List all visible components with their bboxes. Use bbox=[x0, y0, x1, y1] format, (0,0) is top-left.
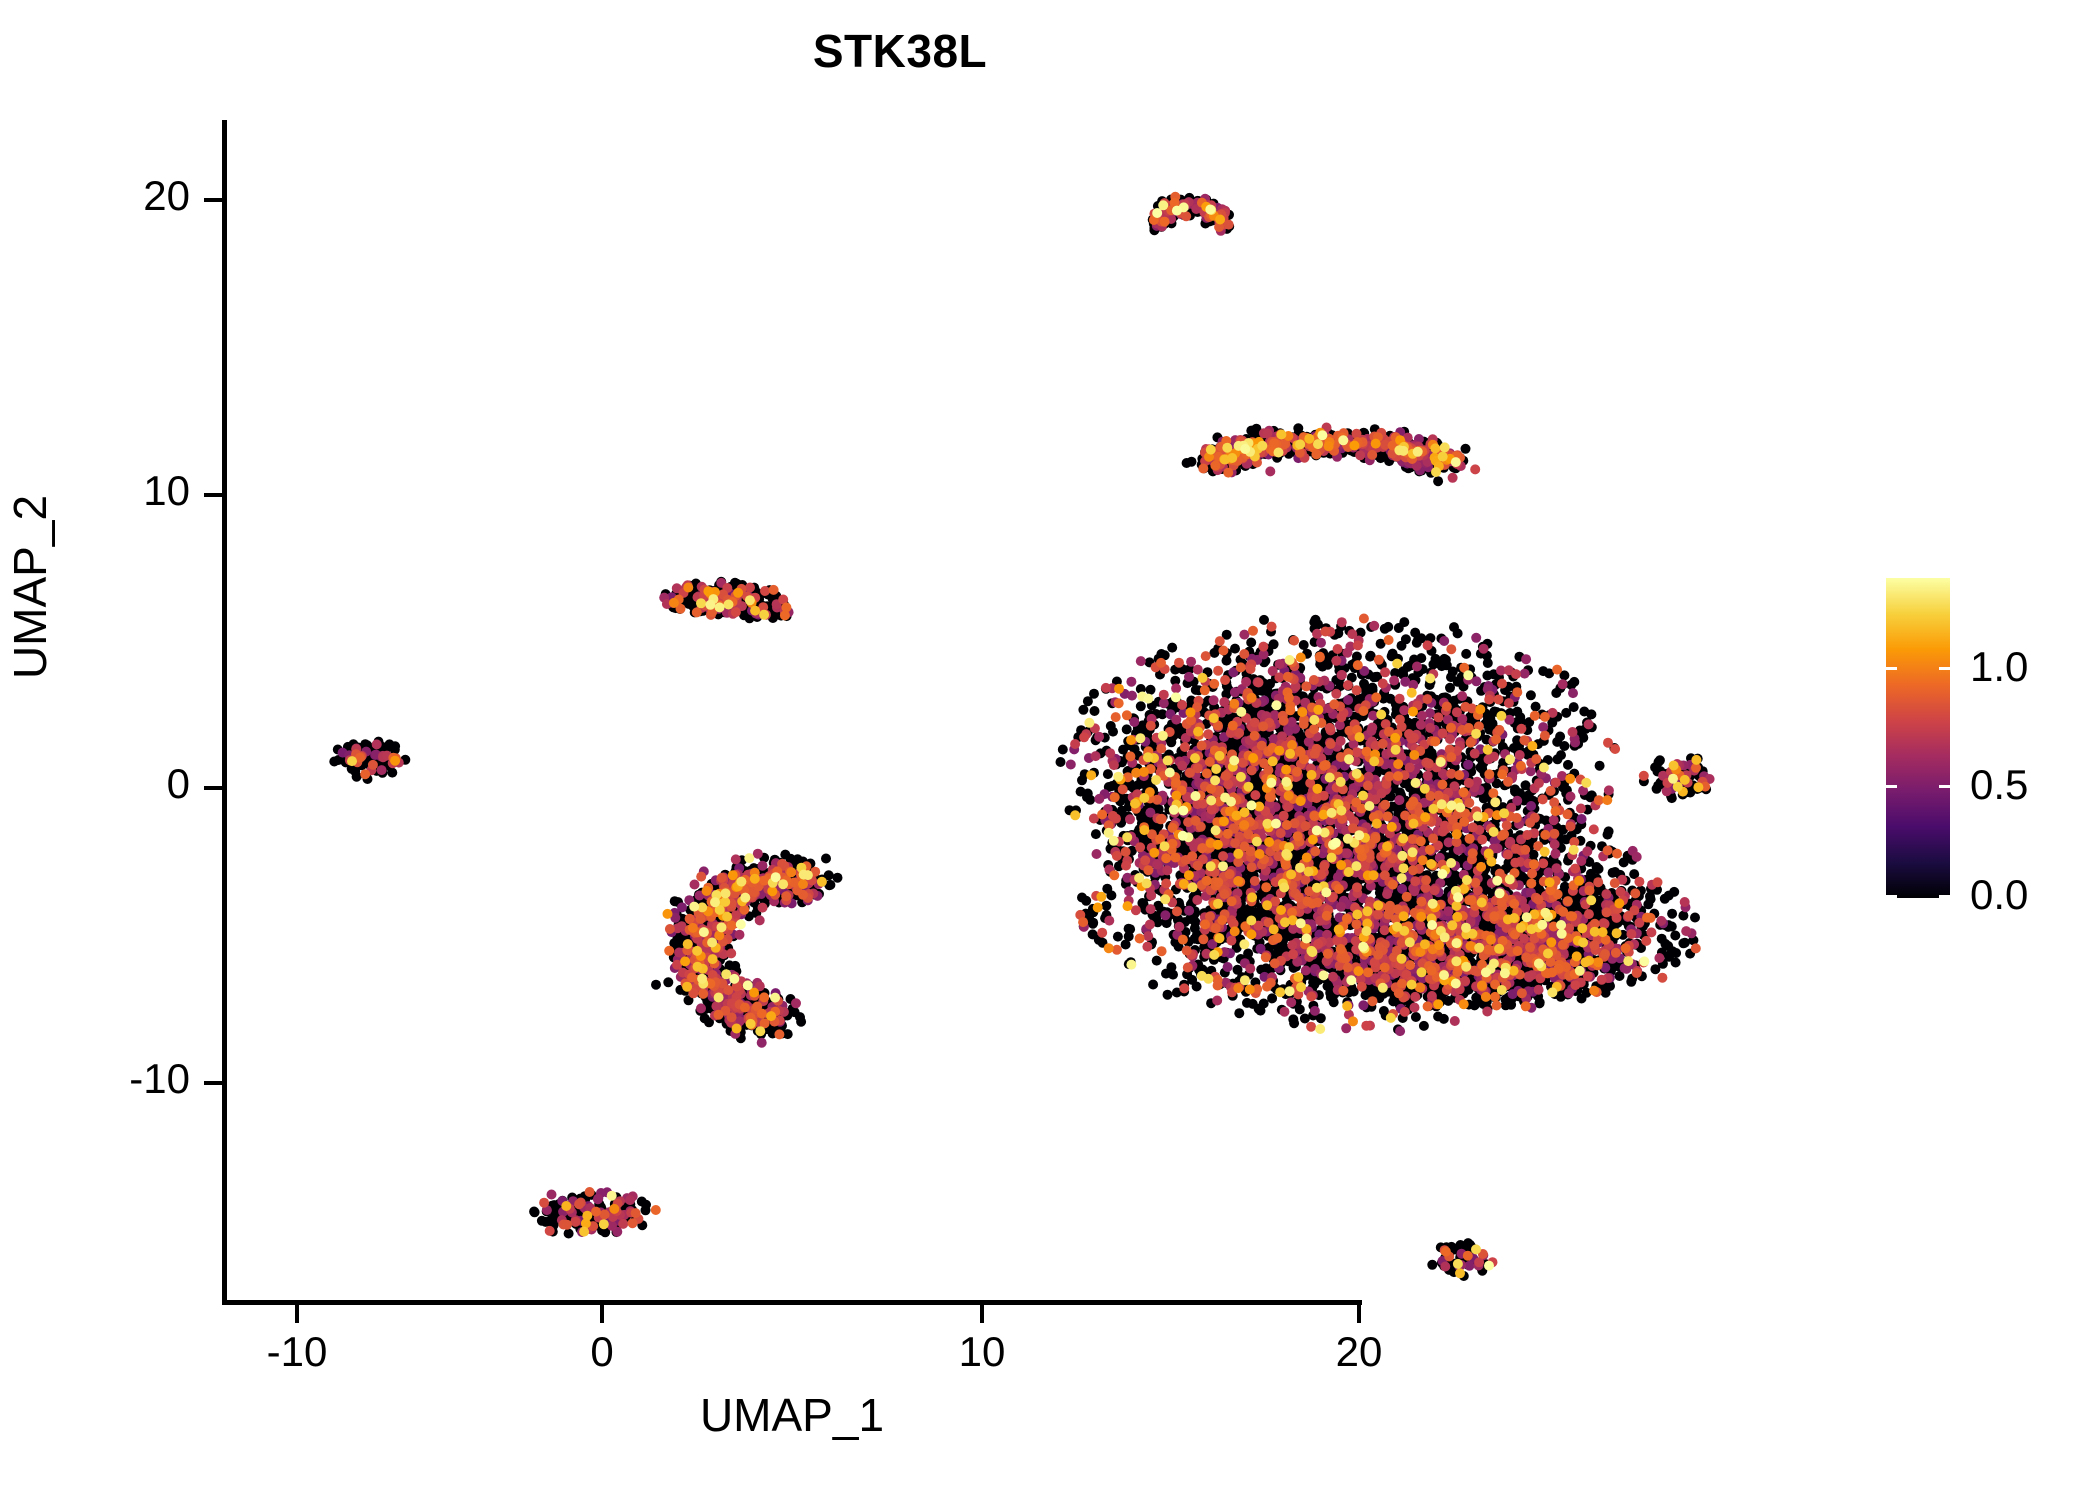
x-tick-label-0: -10 bbox=[266, 1328, 328, 1375]
colorbar-tick-right-0.5 bbox=[1939, 785, 1950, 788]
colorbar-gradient bbox=[1886, 578, 1950, 898]
y-tick-label-0: 20 bbox=[143, 172, 190, 219]
x-tick-label-3: 20 bbox=[1335, 1328, 1383, 1375]
x-tick-mark-1 bbox=[600, 1305, 604, 1323]
colorbar-tick-right-1.0 bbox=[1939, 667, 1950, 670]
colorbar-label-0.0: 0.0 bbox=[1970, 871, 2029, 918]
x-tick-label-2: 10 bbox=[958, 1328, 1006, 1375]
y-tick-label-3: -10 bbox=[129, 1055, 190, 1102]
y-axis-line bbox=[222, 120, 227, 1305]
colorbar-tick-left-0.5 bbox=[1886, 785, 1897, 788]
colorbar-label-0.5: 0.5 bbox=[1970, 761, 2029, 808]
colorbar-tick-right-0.0 bbox=[1939, 895, 1950, 898]
y-tick-mark-0 bbox=[204, 198, 222, 202]
x-tick-mark-3 bbox=[1357, 1305, 1361, 1323]
x-tick-mark-0 bbox=[295, 1305, 299, 1323]
colorbar-label-1.0: 1.0 bbox=[1970, 643, 2029, 690]
plot-panel bbox=[222, 120, 1844, 1303]
scatter-points bbox=[329, 191, 1715, 1281]
y-tick-mark-1 bbox=[204, 493, 222, 497]
y-tick-mark-2 bbox=[204, 786, 222, 790]
x-axis-line bbox=[222, 1300, 1362, 1305]
colorbar-legend: 1.0 0.5 0.0 bbox=[1886, 578, 2028, 918]
y-tick-mark-3 bbox=[204, 1081, 222, 1085]
colorbar-tick-left-0.0 bbox=[1886, 895, 1897, 898]
y-tick-label-2: 0 bbox=[166, 760, 190, 807]
colorbar-tick-left-1.0 bbox=[1886, 667, 1897, 670]
y-axis-label: UMAP_2 bbox=[3, 494, 56, 680]
x-axis-label: UMAP_1 bbox=[699, 1389, 885, 1441]
page-title: STK38L bbox=[812, 25, 988, 77]
y-axis-label-wrap: UMAP_2 bbox=[0, 495, 190, 679]
x-tick-label-1: 0 bbox=[590, 1328, 614, 1375]
x-tick-mark-2 bbox=[980, 1305, 984, 1323]
y-tick-label-1: 10 bbox=[143, 467, 190, 514]
